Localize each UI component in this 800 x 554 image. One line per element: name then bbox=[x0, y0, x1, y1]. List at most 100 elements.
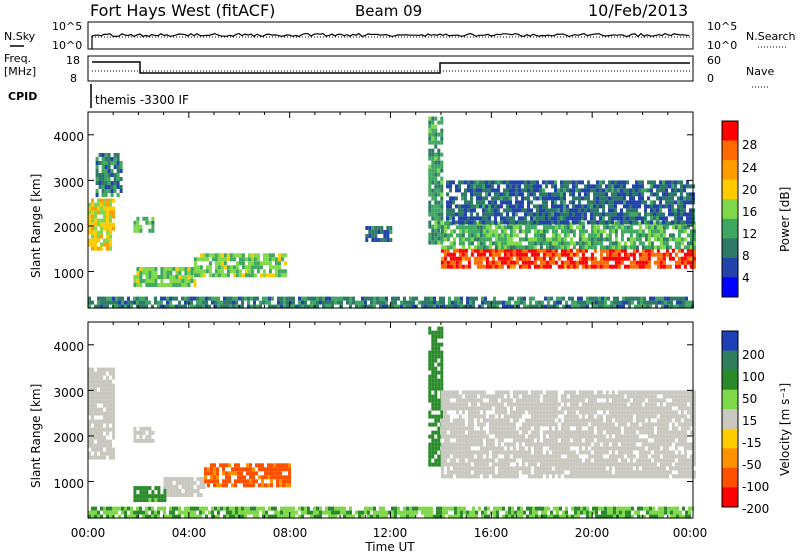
heatmap-cell bbox=[650, 426, 654, 431]
heatmap-cell bbox=[461, 410, 465, 415]
freq-left-tick-bottom: 8 bbox=[70, 72, 77, 85]
heatmap-cell bbox=[491, 184, 494, 189]
heatmap-cell bbox=[100, 455, 103, 460]
heatmap-cell bbox=[602, 264, 606, 269]
heatmap-cell bbox=[470, 241, 474, 246]
heatmap-cell bbox=[689, 245, 693, 250]
heatmap-cell bbox=[509, 188, 512, 193]
heatmap-cell bbox=[595, 296, 598, 301]
heatmap-cell bbox=[494, 430, 498, 435]
heatmap-cell bbox=[476, 264, 480, 269]
heatmap-cell bbox=[485, 418, 489, 423]
heatmap-cell bbox=[563, 180, 566, 185]
heatmap-cell bbox=[592, 300, 595, 305]
heatmap-cell bbox=[599, 248, 603, 253]
heatmap-cell bbox=[506, 184, 509, 189]
heatmap-cell bbox=[593, 216, 596, 221]
heatmap-cell bbox=[488, 216, 491, 221]
heatmap-cell bbox=[581, 422, 585, 427]
heatmap-cell bbox=[611, 398, 615, 403]
heatmap-cell bbox=[100, 391, 103, 396]
heatmap-cell bbox=[596, 390, 600, 395]
heatmap-cell bbox=[88, 238, 91, 243]
heatmap-cell bbox=[211, 506, 214, 511]
heatmap-cell bbox=[109, 206, 112, 211]
heatmap-cell bbox=[542, 188, 545, 193]
heatmap-cell bbox=[584, 192, 587, 197]
heatmap-cell bbox=[634, 296, 637, 301]
heatmap-cell bbox=[113, 177, 117, 181]
heatmap-cell bbox=[157, 300, 160, 305]
heatmap-cell bbox=[178, 304, 181, 309]
heatmap-cell bbox=[166, 489, 170, 493]
heatmap-cell bbox=[629, 418, 633, 423]
heatmap-cell bbox=[655, 296, 658, 301]
heatmap-cell bbox=[668, 252, 672, 257]
heatmap-cell bbox=[443, 256, 447, 261]
heatmap-cell bbox=[292, 510, 295, 515]
heatmap-cell bbox=[650, 241, 654, 246]
heatmap-cell bbox=[136, 514, 139, 519]
heatmap-cell bbox=[440, 248, 444, 253]
heatmap-cell bbox=[440, 136, 444, 141]
heatmap-cell bbox=[428, 366, 432, 371]
heatmap-cell bbox=[493, 296, 496, 301]
heatmap-cell bbox=[476, 245, 480, 250]
heatmap-cell bbox=[674, 442, 678, 447]
heatmap-cell bbox=[124, 300, 127, 305]
heatmap-cell bbox=[665, 422, 669, 427]
heatmap-cell bbox=[231, 467, 234, 472]
heatmap-cell bbox=[581, 204, 584, 209]
heatmap-cell bbox=[101, 185, 105, 189]
heatmap-cell bbox=[653, 458, 657, 463]
heatmap-cell bbox=[563, 402, 567, 407]
heatmap-cell bbox=[545, 398, 549, 403]
heatmap-cell bbox=[467, 458, 471, 463]
heatmap-cell bbox=[292, 296, 295, 301]
heatmap-cell bbox=[608, 410, 612, 415]
heatmap-cell bbox=[97, 427, 100, 432]
heatmap-cell bbox=[536, 406, 540, 411]
heatmap-cell bbox=[386, 238, 390, 242]
heatmap-cell bbox=[253, 257, 257, 262]
heatmap-cell bbox=[542, 430, 546, 435]
heatmap-cell bbox=[647, 414, 651, 419]
heatmap-cell bbox=[689, 454, 693, 459]
heatmap-cell bbox=[452, 426, 456, 431]
heatmap-cell bbox=[136, 275, 140, 279]
heatmap-cell bbox=[91, 234, 94, 239]
heatmap-cell bbox=[270, 483, 273, 488]
heatmap-cell bbox=[286, 514, 289, 519]
heatmap-cell bbox=[500, 204, 503, 209]
heatmap-cell bbox=[476, 229, 480, 234]
heatmap-cell bbox=[662, 450, 666, 455]
heatmap-cell bbox=[566, 454, 570, 459]
heatmap-cell bbox=[629, 208, 632, 213]
heatmap-cell bbox=[467, 426, 471, 431]
heatmap-cell bbox=[437, 172, 441, 177]
heatmap-cell bbox=[524, 470, 528, 475]
heatmap-cell bbox=[662, 184, 665, 189]
heatmap-cell bbox=[524, 196, 527, 201]
heatmap-cell bbox=[503, 256, 507, 261]
heatmap-cell bbox=[184, 477, 188, 481]
heatmap-cell bbox=[157, 275, 161, 279]
heatmap-cell bbox=[277, 300, 280, 305]
heatmap-cell bbox=[563, 225, 567, 230]
heatmap-cell bbox=[235, 253, 239, 258]
heatmap-cell bbox=[190, 304, 193, 309]
heatmap-cell bbox=[670, 304, 673, 309]
heatmap-cell bbox=[689, 462, 693, 467]
heatmap-cell bbox=[548, 446, 552, 451]
heatmap-cell bbox=[524, 438, 528, 443]
heatmap-cell bbox=[112, 375, 115, 380]
heatmap-cell bbox=[584, 204, 587, 209]
heatmap-cell bbox=[482, 450, 486, 455]
heatmap-cell bbox=[668, 256, 672, 261]
heatmap-cell bbox=[428, 232, 432, 237]
heatmap-cell bbox=[434, 354, 438, 359]
heatmap-cell bbox=[479, 192, 482, 197]
heatmap-cell bbox=[216, 475, 219, 480]
heatmap-cell bbox=[668, 237, 672, 242]
heatmap-cell bbox=[568, 304, 571, 309]
